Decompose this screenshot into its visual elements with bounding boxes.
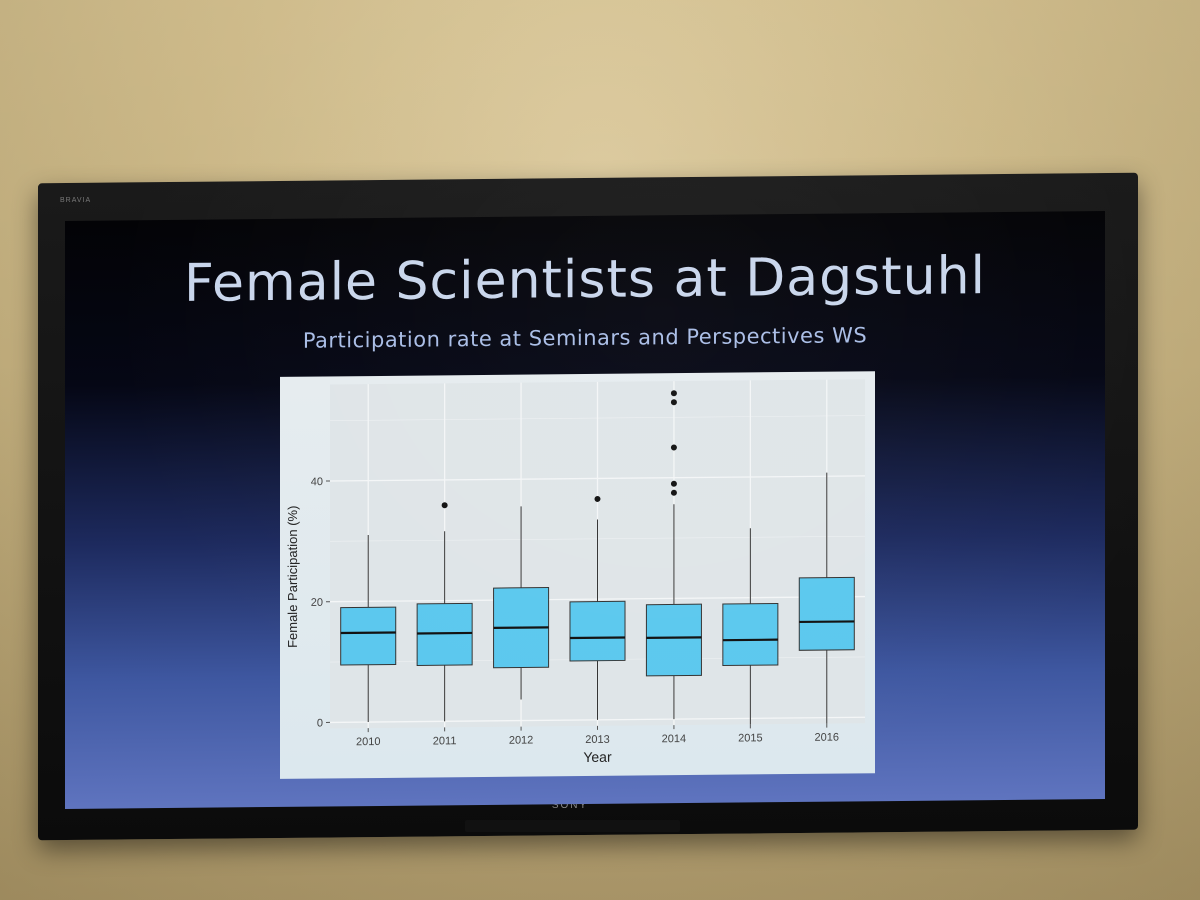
outlier-point <box>594 495 601 502</box>
median-line <box>417 631 473 635</box>
tv-brand-label: BRAVIA <box>60 197 92 204</box>
x-axis-title: Year <box>583 749 612 765</box>
x-tick-label: 2014 <box>662 733 686 745</box>
x-tick-label: 2011 <box>433 735 457 747</box>
box-iqr <box>569 600 626 662</box>
x-tick-label: 2013 <box>585 734 609 746</box>
boxplot-chart: 0 20 40 2010 2011 2012 2013 2014 2015 2016 Year Fem… <box>285 379 865 765</box>
x-tick-label: 2015 <box>738 732 762 744</box>
tv-logo: SONY <box>551 800 589 811</box>
tv-mount <box>465 820 680 832</box>
median-line <box>340 631 396 635</box>
x-tick-label: 2016 <box>815 732 839 744</box>
y-axis-title: Female Participation (%) <box>285 506 300 648</box>
slide-title: Female Scientists at Dagstuhl <box>183 246 987 314</box>
outlier-point <box>670 480 677 487</box>
y-tick-label: 0 <box>317 717 323 729</box>
chart-panel: 0 20 40 2010 2011 2012 2013 2014 2015 2016 Year Fem… <box>280 371 875 779</box>
y-tick-label: 40 <box>311 476 323 488</box>
box-iqr <box>416 602 473 666</box>
outlier-point <box>670 399 677 406</box>
median-line <box>493 626 549 630</box>
box-iqr <box>340 606 397 666</box>
median-line <box>799 620 855 624</box>
outlier-point <box>441 502 448 509</box>
box-iqr <box>722 602 779 667</box>
x-tick-label: 2012 <box>509 734 533 746</box>
box-iqr <box>645 603 702 677</box>
median-line <box>722 638 778 642</box>
y-tick-label: 20 <box>311 597 323 609</box>
outlier-point <box>670 390 677 397</box>
outlier-point <box>670 489 677 496</box>
median-line <box>569 636 626 640</box>
tv-screen: Female Scientists at Dagstuhl Participat… <box>65 211 1105 809</box>
slide-subtitle: Participation rate at Seminars and Persp… <box>302 323 868 353</box>
box-iqr <box>798 576 855 651</box>
median-line <box>646 636 702 640</box>
outlier-point <box>670 444 677 451</box>
x-tick-label: 2010 <box>356 736 380 748</box>
